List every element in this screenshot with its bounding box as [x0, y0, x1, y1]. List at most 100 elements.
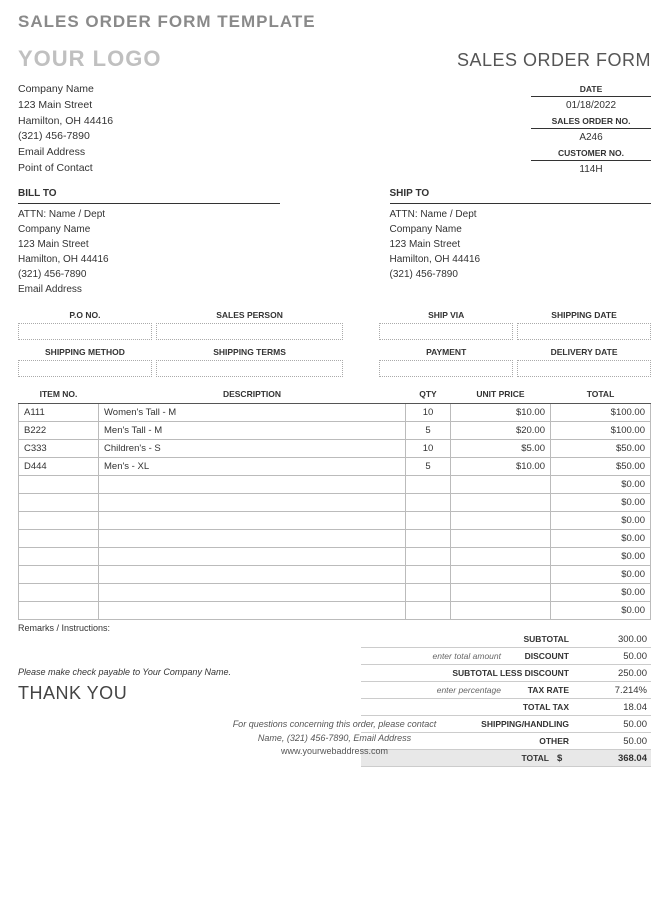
total-tax-row: TOTAL TAX 18.04 — [361, 699, 651, 716]
table-row: $0.00 — [19, 530, 651, 548]
shipping-terms-label: SHIPPING TERMS — [156, 344, 343, 360]
cell-qty: 10 — [406, 440, 451, 458]
shipping-method-field[interactable] — [18, 360, 152, 377]
cell-item-no: C333 — [19, 440, 99, 458]
customer-no-label: CUSTOMER NO. — [531, 146, 651, 161]
cell-unit-price — [451, 476, 551, 494]
discount-row: enter total amount DISCOUNT 50.00 — [361, 648, 651, 665]
cell-qty — [406, 584, 451, 602]
cell-total: $50.00 — [551, 458, 651, 476]
cell-total: $0.00 — [551, 548, 651, 566]
cell-item-no: B222 — [19, 422, 99, 440]
cell-item-no — [19, 602, 99, 620]
ship-to-block: SHIP TO ATTN: Name / Dept Company Name 1… — [390, 186, 652, 297]
cell-item-no — [19, 548, 99, 566]
col-item-no: ITEM NO. — [19, 385, 99, 404]
cell-unit-price — [451, 494, 551, 512]
delivery-date-label: DELIVERY DATE — [517, 344, 651, 360]
table-row: D444Men's - XL5$10.00$50.00 — [19, 458, 651, 476]
ship-street: 123 Main Street — [390, 237, 652, 252]
sales-person-field[interactable] — [156, 323, 343, 340]
table-row: C333Children's - S10$5.00$50.00 — [19, 440, 651, 458]
total-tax-label: TOTAL TAX — [365, 702, 577, 713]
company-contact: Point of Contact — [18, 161, 113, 177]
po-no-field[interactable] — [18, 323, 152, 340]
thank-you: THANK YOU — [18, 683, 298, 704]
other-value: 50.00 — [577, 736, 647, 747]
discount-label: DISCOUNT — [507, 651, 577, 662]
cell-total: $0.00 — [551, 476, 651, 494]
payment-field[interactable] — [379, 360, 513, 377]
subtotal-less-label: SUBTOTAL LESS DISCOUNT — [365, 668, 577, 679]
bill-city: Hamilton, OH 44416 — [18, 252, 280, 267]
table-row: $0.00 — [19, 476, 651, 494]
cell-qty: 5 — [406, 422, 451, 440]
bill-email: Email Address — [18, 282, 280, 297]
subtotal-value: 300.00 — [577, 634, 647, 645]
cell-total: $0.00 — [551, 494, 651, 512]
bill-to-label: BILL TO — [18, 186, 280, 204]
cell-description — [99, 602, 406, 620]
payment-label: PAYMENT — [379, 344, 513, 360]
table-row: $0.00 — [19, 494, 651, 512]
cell-unit-price — [451, 602, 551, 620]
top-info-block: Company Name 123 Main Street Hamilton, O… — [18, 82, 651, 178]
subtotal-less-row: SUBTOTAL LESS DISCOUNT 250.00 — [361, 665, 651, 682]
col-description: DESCRIPTION — [99, 385, 406, 404]
cell-total: $0.00 — [551, 584, 651, 602]
cell-description: Children's - S — [99, 440, 406, 458]
col-unit-price: UNIT PRICE — [451, 385, 551, 404]
cell-total: $0.00 — [551, 602, 651, 620]
table-row: A111Women's Tall - M10$10.00$100.00 — [19, 404, 651, 422]
cell-unit-price: $20.00 — [451, 422, 551, 440]
table-row: $0.00 — [19, 602, 651, 620]
shipping-date-field[interactable] — [517, 323, 651, 340]
ship-via-field[interactable] — [379, 323, 513, 340]
cell-description — [99, 566, 406, 584]
ship-attn: ATTN: Name / Dept — [390, 207, 652, 222]
cell-description — [99, 548, 406, 566]
cell-unit-price — [451, 566, 551, 584]
payable-note: Please make check payable to Your Compan… — [18, 667, 298, 677]
order-no-value: A246 — [531, 129, 651, 146]
table-row: B222Men's Tall - M5$20.00$100.00 — [19, 422, 651, 440]
bill-attn: ATTN: Name / Dept — [18, 207, 280, 222]
cell-qty — [406, 476, 451, 494]
shipping-method-label: SHIPPING METHOD — [18, 344, 152, 360]
tax-rate-label: TAX RATE — [507, 685, 577, 696]
ship-phone: (321) 456-7890 — [390, 267, 652, 282]
table-row: $0.00 — [19, 566, 651, 584]
cell-description: Women's Tall - M — [99, 404, 406, 422]
date-label: DATE — [531, 82, 651, 97]
subtotal-label: SUBTOTAL — [365, 634, 577, 645]
company-email: Email Address — [18, 145, 113, 161]
bottom-left-block: Please make check payable to Your Compan… — [18, 667, 298, 704]
total-tax-value: 18.04 — [577, 702, 647, 713]
cell-item-no — [19, 512, 99, 530]
company-info: Company Name 123 Main Street Hamilton, O… — [18, 82, 113, 178]
discount-hint: enter total amount — [365, 651, 507, 662]
table-row: $0.00 — [19, 512, 651, 530]
cell-qty — [406, 566, 451, 584]
cell-total: $100.00 — [551, 404, 651, 422]
cell-unit-price — [451, 548, 551, 566]
cell-qty: 10 — [406, 404, 451, 422]
company-name: Company Name — [18, 82, 113, 98]
subtotal-less-value: 250.00 — [577, 668, 647, 679]
fields-row-1: P.O NO. SALES PERSON SHIP VIA SHIPPING D… — [18, 307, 651, 340]
cell-unit-price: $10.00 — [451, 404, 551, 422]
cell-qty: 5 — [406, 458, 451, 476]
company-city: Hamilton, OH 44416 — [18, 114, 113, 130]
cell-qty — [406, 512, 451, 530]
company-phone: (321) 456-7890 — [18, 129, 113, 145]
cell-total: $0.00 — [551, 530, 651, 548]
shipping-terms-field[interactable] — [156, 360, 343, 377]
bill-to-block: BILL TO ATTN: Name / Dept Company Name 1… — [18, 186, 280, 297]
cell-item-no — [19, 584, 99, 602]
delivery-date-field[interactable] — [517, 360, 651, 377]
cell-description — [99, 476, 406, 494]
cell-unit-price: $5.00 — [451, 440, 551, 458]
cell-description — [99, 494, 406, 512]
cell-qty — [406, 602, 451, 620]
shipping-date-label: SHIPPING DATE — [517, 307, 651, 323]
